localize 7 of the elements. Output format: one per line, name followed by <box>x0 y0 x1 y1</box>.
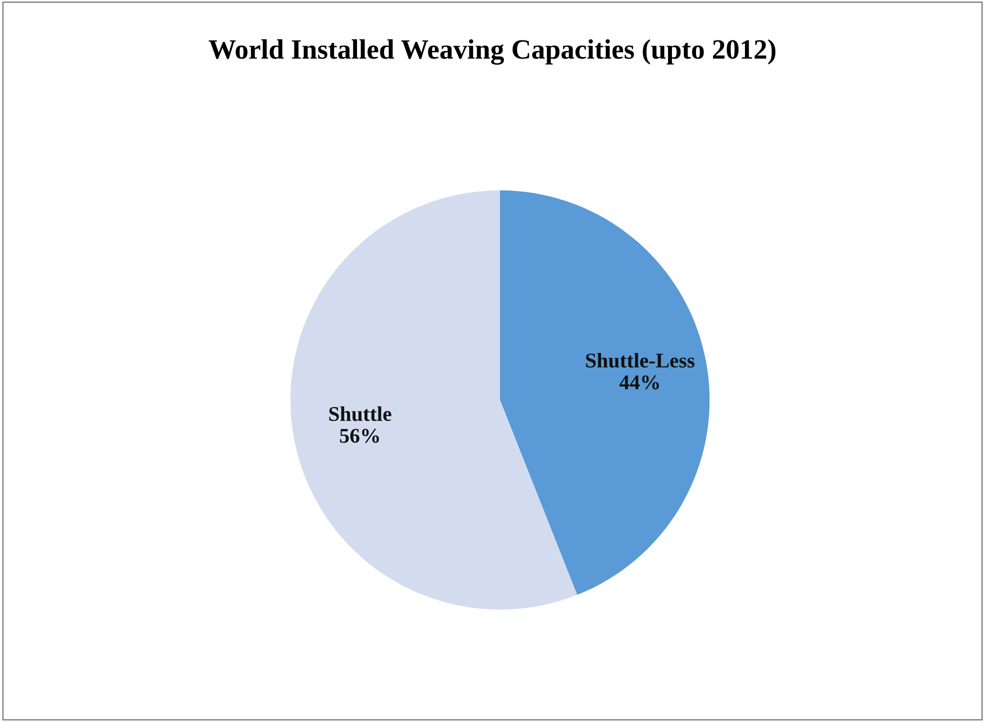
data-label: 56% <box>340 428 379 443</box>
chart-title: World Installed Weaving Capacities (upto 2012) <box>208 39 776 65</box>
pie-slice <box>290 190 578 610</box>
slice-label: Shuttle <box>329 406 392 422</box>
pie-slice <box>500 190 710 595</box>
slice-label: Shuttle-Less <box>586 352 694 368</box>
data-label: 44% <box>619 375 659 390</box>
